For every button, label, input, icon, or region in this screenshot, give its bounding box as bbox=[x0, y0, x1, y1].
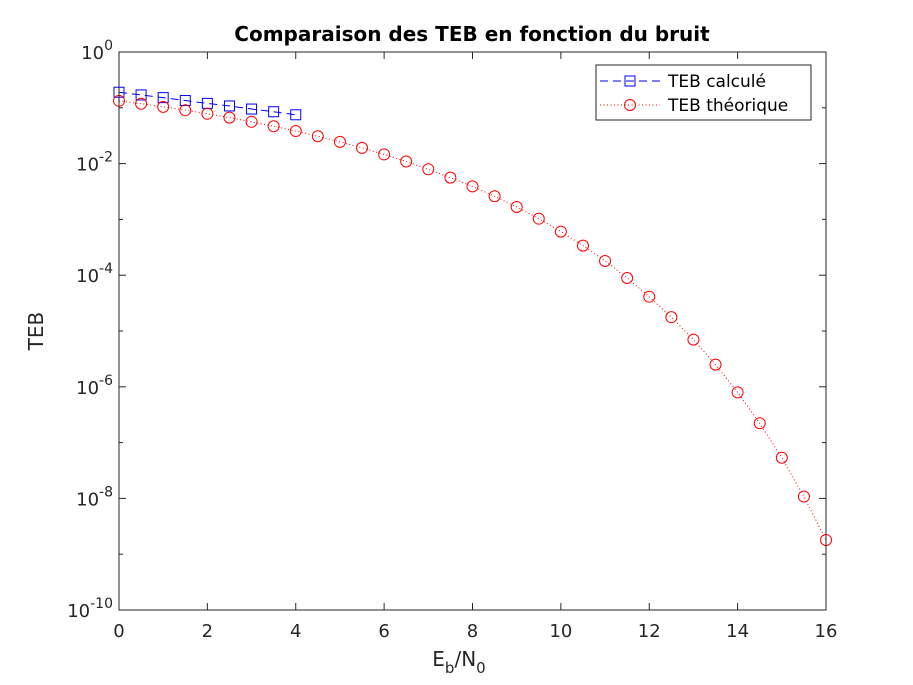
series-line-1 bbox=[118, 100, 827, 541]
data-point-calcule bbox=[179, 95, 191, 107]
data-point-theorique bbox=[333, 135, 346, 148]
plot-area bbox=[119, 52, 826, 610]
legend-box bbox=[595, 64, 812, 121]
y-tick-label: 10-6 bbox=[76, 373, 113, 399]
data-point-theorique bbox=[157, 100, 170, 113]
data-point-theorique bbox=[599, 254, 612, 267]
data-point-theorique bbox=[267, 120, 280, 133]
data-point-theorique bbox=[488, 190, 501, 203]
y-tick-label: 100 bbox=[81, 38, 113, 64]
x-axis-label: Eb/N0 bbox=[432, 647, 485, 677]
x-axis-label-sub2: 0 bbox=[476, 659, 486, 677]
legend: TEB calculé TEB théorique bbox=[595, 64, 812, 121]
data-point-theorique bbox=[643, 290, 656, 303]
data-point-theorique bbox=[245, 115, 258, 128]
y-axis-label: TEB bbox=[24, 312, 48, 352]
data-point-theorique bbox=[466, 180, 479, 193]
legend-label-calcule: TEB calculé bbox=[667, 72, 766, 92]
data-point-theorique bbox=[731, 386, 744, 399]
data-point-theorique bbox=[510, 200, 523, 213]
data-point-theorique bbox=[576, 239, 589, 252]
y-tick-label: 10-10 bbox=[67, 596, 113, 622]
x-axis-label-base: E bbox=[432, 647, 445, 671]
data-point-theorique bbox=[753, 417, 766, 430]
data-point-theorique bbox=[356, 141, 369, 154]
data-point-theorique bbox=[621, 272, 634, 285]
data-point-theorique bbox=[311, 130, 324, 143]
data-point-theorique bbox=[201, 107, 214, 120]
x-tick-label: 8 bbox=[467, 621, 478, 642]
series-line-0 bbox=[118, 91, 296, 116]
x-tick-label: 14 bbox=[726, 621, 749, 642]
x-tick-label: 12 bbox=[638, 621, 661, 642]
data-point-theorique bbox=[223, 111, 236, 124]
data-point-theorique bbox=[378, 148, 391, 161]
x-tick-label: 2 bbox=[202, 621, 213, 642]
x-axis-label-sub1: b bbox=[445, 659, 455, 677]
data-point-theorique bbox=[709, 358, 722, 371]
data-point-theorique bbox=[179, 104, 192, 117]
x-tick-label: 0 bbox=[113, 621, 124, 642]
legend-label-theorique: TEB théorique bbox=[667, 96, 788, 116]
data-point-calcule bbox=[157, 92, 169, 104]
data-point-calcule bbox=[223, 100, 235, 112]
data-point-calcule bbox=[290, 109, 302, 121]
data-point-calcule bbox=[268, 106, 280, 118]
data-point-theorique bbox=[532, 212, 545, 225]
data-point-calcule bbox=[135, 89, 147, 101]
data-point-theorique bbox=[444, 171, 457, 184]
x-tick-label: 10 bbox=[549, 621, 572, 642]
data-point-theorique bbox=[665, 311, 678, 324]
ticks-layer: 0 2 4 6 8 10 12 14 16 100 10-2 10-4 10-6 10-8 10-10 bbox=[67, 38, 837, 642]
data-point-theorique bbox=[687, 333, 700, 346]
legend-marker-theorique bbox=[624, 99, 636, 111]
y-tick-label: 10-4 bbox=[76, 261, 113, 287]
y-tick-label: 10-8 bbox=[76, 484, 113, 510]
data-point-theorique bbox=[797, 490, 810, 503]
legend-marker-calcule bbox=[624, 75, 636, 87]
data-point-theorique bbox=[775, 451, 788, 464]
y-tick-label: 10-2 bbox=[76, 150, 113, 176]
data-point-theorique bbox=[135, 97, 148, 110]
x-tick-label: 6 bbox=[378, 621, 389, 642]
data-point-theorique bbox=[400, 155, 413, 168]
x-tick-label: 16 bbox=[815, 621, 838, 642]
x-tick-label: 4 bbox=[290, 621, 301, 642]
data-point-theorique bbox=[422, 163, 435, 176]
chart-title: Comparaison des TEB en fonction du bruit bbox=[234, 22, 710, 46]
data-point-theorique bbox=[554, 225, 567, 238]
data-point-calcule bbox=[246, 103, 258, 115]
x-axis-label-mid: /N bbox=[454, 647, 476, 671]
data-point-theorique bbox=[289, 125, 302, 138]
